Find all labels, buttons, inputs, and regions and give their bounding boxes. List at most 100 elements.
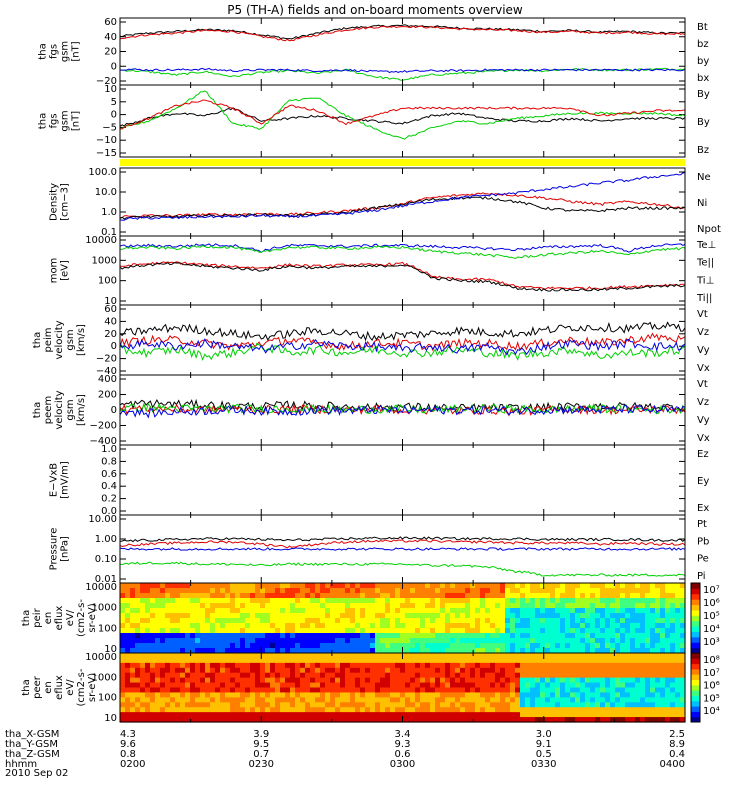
spectrogram-cell [535, 618, 541, 624]
spectrogram-cell [560, 623, 566, 629]
spectrogram-cell [150, 623, 156, 629]
spectrogram-cell [275, 618, 281, 624]
ytick-label: 5 [111, 97, 117, 108]
spectrogram-cell [485, 613, 491, 619]
spectrogram-cell [595, 702, 601, 708]
spectrogram-cell [285, 648, 291, 654]
spectrogram-cell [360, 682, 366, 689]
spectrogram-cell [300, 588, 306, 594]
spectrogram-cell [215, 692, 221, 698]
spectrogram-cell [655, 662, 661, 669]
spectrogram-cell [550, 662, 556, 669]
spectrogram-cell [585, 667, 591, 674]
legend-entry: bz [697, 39, 709, 50]
spectrogram-cell [325, 618, 331, 624]
spectrogram-cell [470, 697, 476, 703]
spectrogram-cell [210, 608, 216, 614]
spectrogram-cell [190, 707, 196, 713]
spectrogram-cell [610, 603, 616, 609]
spectrogram-cell [385, 603, 391, 609]
data-gap-band [120, 159, 685, 166]
spectrogram-cell [560, 667, 566, 674]
spectrogram-cell [350, 677, 356, 684]
spectrogram-cell [630, 717, 636, 723]
spectrogram-cell [235, 667, 241, 674]
colorbar-label: 10³ [703, 637, 720, 648]
spectrogram-cell [250, 653, 256, 659]
spectrogram-cell [145, 618, 151, 624]
spectrogram-cell [385, 667, 391, 674]
spectrogram-cell [375, 583, 381, 589]
spectrogram-cell [600, 667, 606, 674]
colorbar-segment [691, 663, 700, 670]
colorbar-segment [691, 653, 700, 659]
spectrogram-cell [605, 662, 611, 669]
spectrogram-cell [180, 677, 186, 684]
spectrogram-cell [465, 717, 471, 723]
spectrogram-cell [295, 667, 301, 674]
spectrogram-cell [630, 672, 636, 679]
spectrogram-cell [280, 692, 286, 698]
spectrogram-cell [170, 643, 176, 649]
spectrogram-cell [385, 707, 391, 713]
spectrogram-cell [475, 648, 481, 654]
spectrogram-cell [615, 717, 621, 723]
spectrogram-cell [350, 603, 356, 609]
spectrogram-cell [335, 672, 341, 679]
spectrogram-cell [155, 628, 161, 634]
spectrogram-cell [420, 643, 426, 649]
spectrogram-cell [120, 598, 126, 604]
spectrogram-cell [525, 687, 531, 694]
spectrogram-cell [385, 583, 391, 589]
spectrogram-cell [335, 692, 341, 698]
spectrogram-cell [540, 677, 546, 684]
spectrogram-cell [200, 697, 206, 703]
spectrogram-cell [465, 613, 471, 619]
spectrogram-cell [145, 682, 151, 689]
spectrogram-cell [340, 672, 346, 679]
spectrogram-cell [155, 613, 161, 619]
spectrogram-cell [175, 623, 181, 629]
spectrogram-cell [145, 692, 151, 698]
spectrogram-cell [330, 603, 336, 609]
spectrogram-cell [620, 712, 626, 718]
spectrogram-cell [395, 682, 401, 689]
spectrogram-cell [625, 667, 631, 674]
spectrogram-cell [615, 692, 621, 698]
spectrogram-cell [520, 583, 526, 589]
spectrogram-cell [605, 687, 611, 694]
spectrogram-cell [140, 653, 146, 659]
spectrogram-cell [665, 603, 671, 609]
spectrogram-cell [380, 657, 386, 664]
spectrogram-cell [555, 672, 561, 679]
spectrogram-cell [530, 677, 536, 684]
spectrogram-cell [155, 717, 161, 723]
spectrogram-cell [490, 608, 496, 614]
spectrogram-cell [675, 608, 681, 614]
spectrogram-cell [350, 628, 356, 634]
spectrogram-cell [285, 583, 291, 589]
spectrogram-cell [655, 707, 661, 713]
spectrogram-cell [270, 603, 276, 609]
spectrogram-cell [340, 717, 346, 723]
spectrogram-cell [185, 667, 191, 674]
spectrogram-cell [135, 677, 141, 684]
spectrogram-cell [420, 628, 426, 634]
spectrogram-cell [450, 702, 456, 708]
spectrogram-cell [545, 657, 551, 664]
spectrogram-cell [140, 717, 146, 723]
spectrogram-cell [355, 697, 361, 703]
spectrogram-cell [620, 603, 626, 609]
spectrogram-cell [670, 593, 676, 599]
spectrogram-cell [670, 633, 676, 639]
legend-entry: Pt [697, 519, 707, 530]
spectrogram-cell [490, 697, 496, 703]
spectrogram-cell [590, 643, 596, 649]
spectrogram-cell [640, 583, 646, 589]
spectrogram-cell [580, 598, 586, 604]
spectrogram-cell [350, 593, 356, 599]
spectrogram-cell [515, 588, 521, 594]
spectrogram-cell [365, 662, 371, 669]
spectrogram-cell [590, 638, 596, 644]
spectrogram-cell [555, 598, 561, 604]
